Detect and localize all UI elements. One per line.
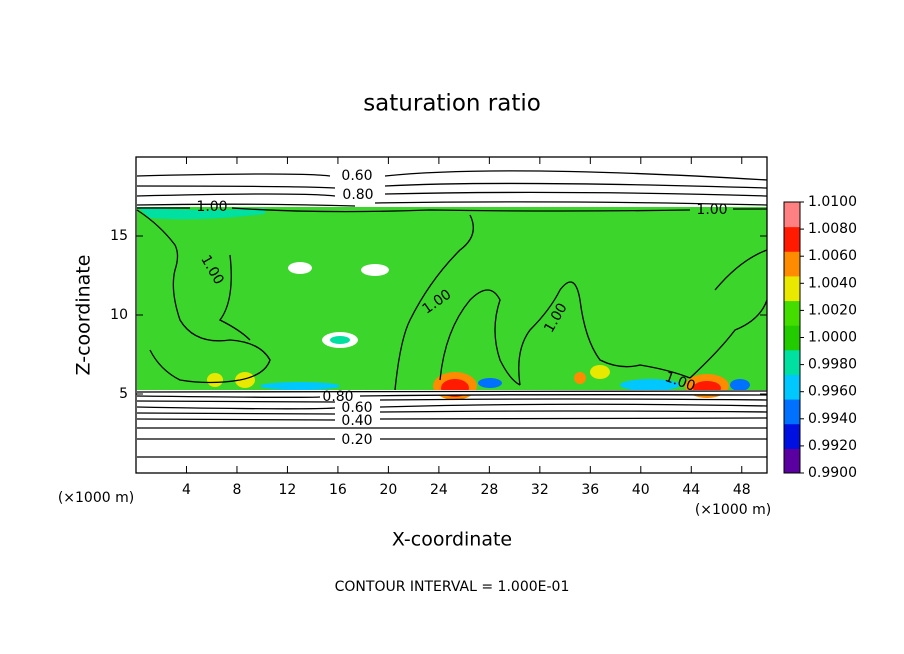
x-tick-label: 44 (682, 482, 700, 498)
colorbar-tick-label: 0.9900 (808, 465, 857, 481)
colorbar-swatch (784, 251, 800, 277)
contour-label: 0.80 (322, 389, 353, 405)
x-tick-label: 28 (480, 482, 498, 498)
x-tick-label: 4 (182, 482, 191, 498)
colorbar-swatch (784, 325, 800, 351)
contour-label: 1.00 (696, 202, 727, 218)
x-tick-label: 36 (581, 482, 599, 498)
x-unit-label: (×1000 m) (58, 490, 134, 506)
colorbar-tick-label: 1.0080 (808, 221, 857, 237)
colorbar-swatch (784, 374, 800, 400)
colorbar-tick-label: 0.9920 (808, 438, 857, 454)
contour-label: 0.60 (341, 168, 372, 184)
x-tick-label: 32 (531, 482, 549, 498)
contour-label: 0.80 (342, 187, 373, 203)
colorbar-tick-label: 1.0100 (808, 194, 857, 210)
colorbar-swatch (784, 423, 800, 449)
colorbar-swatch (784, 399, 800, 425)
x-tick-label: 48 (733, 482, 751, 498)
colorbar-tick-label: 0.9940 (808, 411, 857, 427)
colorbar-tick-label: 0.9980 (808, 357, 857, 373)
x-tick-label: 8 (232, 482, 241, 498)
colorbar-tick-label: 0.9960 (808, 384, 857, 400)
contour-lines (136, 170, 768, 458)
x-axis-label: X-coordinate (392, 529, 512, 551)
x-tick-label: 20 (379, 482, 397, 498)
y-tick-label: 15 (110, 228, 128, 244)
contour-label: 0.60 (341, 400, 372, 416)
colorbar-tick-label: 1.0020 (808, 302, 857, 318)
x-tick-label: 12 (279, 482, 297, 498)
footnote: CONTOUR INTERVAL = 1.000E-01 (335, 579, 570, 595)
colorbar-swatch (784, 349, 800, 375)
chart-title: saturation ratio (363, 91, 541, 117)
colorbar-swatch (784, 275, 800, 302)
x-tick-label: 24 (430, 482, 448, 498)
field (137, 207, 767, 400)
colorbar-tick-label: 1.0040 (808, 275, 857, 291)
y-unit-label: (×1000 m) (695, 502, 771, 518)
colorbar-swatch (784, 300, 800, 326)
colorbar-swatch (784, 448, 800, 474)
contour-label: 1.00 (196, 199, 227, 215)
colorbar-swatch (784, 226, 800, 252)
contour-label: 0.20 (341, 432, 372, 448)
colorbar-tick-label: 1.0000 (808, 330, 857, 346)
x-tick-label: 40 (632, 482, 650, 498)
colorbar-swatch (784, 202, 800, 228)
colorbar-tick-label: 1.0060 (808, 248, 857, 264)
y-tick-label: 10 (110, 307, 128, 323)
contour-label: 0.40 (341, 413, 372, 429)
x-tick-label: 16 (329, 482, 347, 498)
y-axis-label: Z-coordinate (73, 255, 95, 376)
y-tick-label: 5 (119, 386, 128, 402)
